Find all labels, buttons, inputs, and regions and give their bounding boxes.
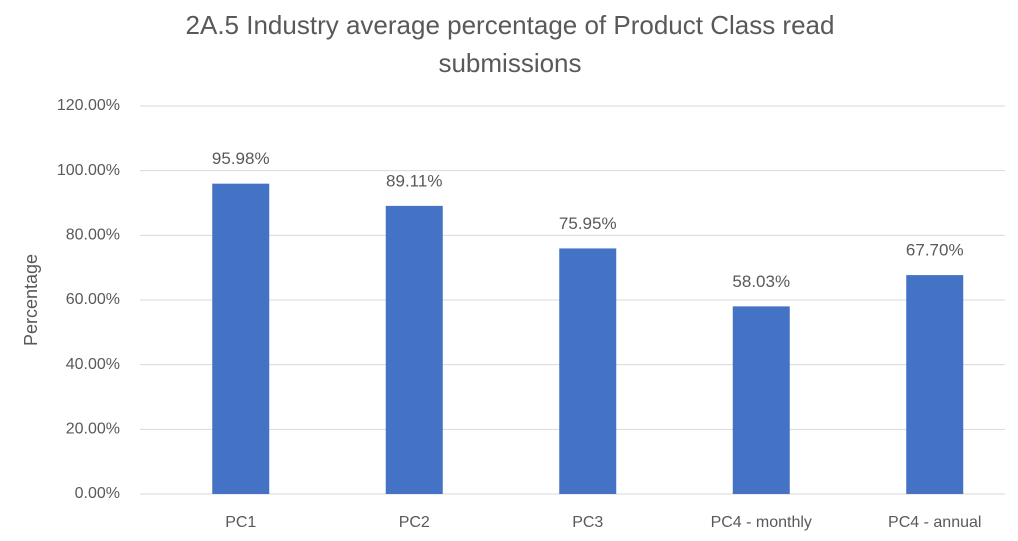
x-tick-label: PC2 xyxy=(399,514,430,531)
x-tick-label: PC4 - monthly xyxy=(711,514,812,531)
y-tick-label: 40.00% xyxy=(66,356,120,373)
bar xyxy=(906,275,964,494)
bar xyxy=(732,306,790,494)
data-label: 95.98% xyxy=(212,149,270,168)
data-label: 58.03% xyxy=(732,272,790,291)
y-tick-label: 0.00% xyxy=(75,485,120,502)
data-label: 89.11% xyxy=(386,171,442,190)
y-axis-label: Percentage xyxy=(21,254,41,346)
bar xyxy=(385,205,443,494)
chart-title: 2A.5 Industry average percentage of Prod… xyxy=(185,10,835,78)
y-tick-label: 80.00% xyxy=(66,227,120,244)
bar xyxy=(559,248,617,494)
x-tick-label: PC1 xyxy=(225,514,256,531)
x-tick-label: PC4 - annual xyxy=(888,514,981,531)
x-tick-label: PC3 xyxy=(572,514,603,531)
data-label: 75.95% xyxy=(559,214,617,233)
y-tick-label: 100.00% xyxy=(57,162,120,179)
y-tick-label: 20.00% xyxy=(66,421,120,438)
data-label: 67.70% xyxy=(906,241,964,260)
bar xyxy=(212,183,270,494)
y-tick-label: 120.00% xyxy=(57,97,120,114)
y-tick-label: 60.00% xyxy=(66,291,120,308)
